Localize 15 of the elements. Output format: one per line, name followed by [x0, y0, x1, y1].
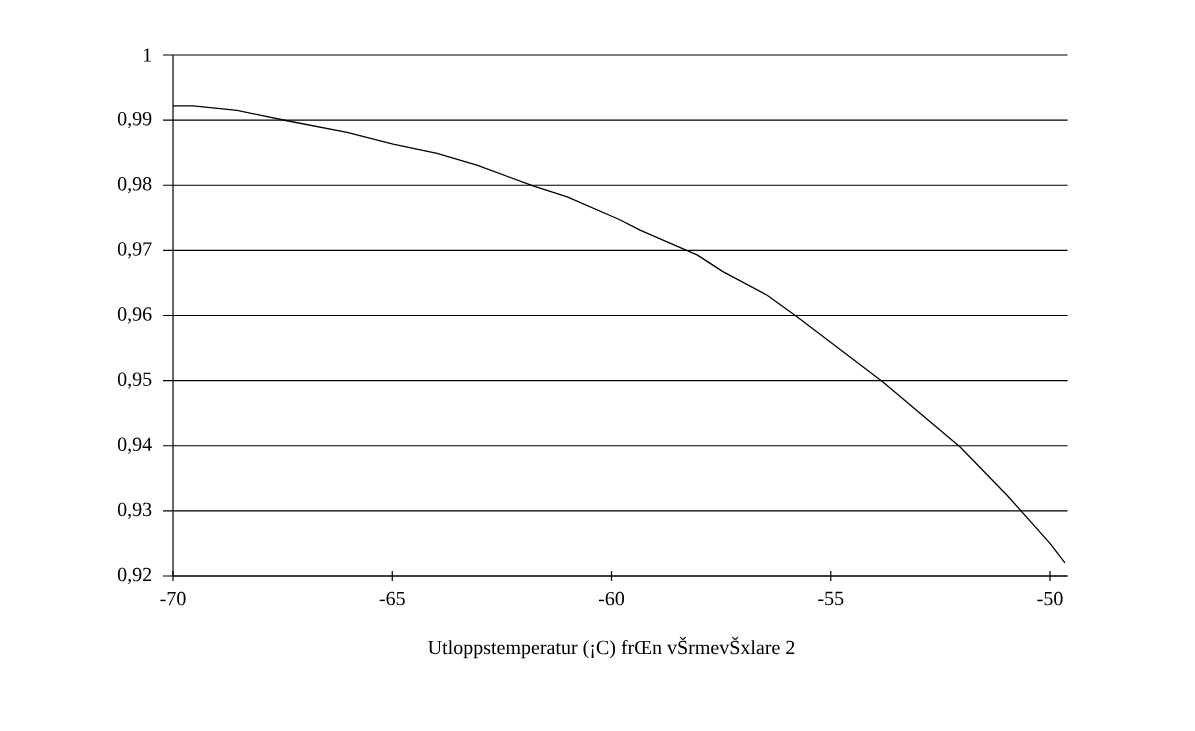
x-tick-label: -60 — [598, 591, 625, 606]
x-axis-title: Utloppstemperatur (¡C) frŒn vŠrmevŠxlare 2 — [428, 636, 795, 659]
y-tick-label: 0,98 — [117, 177, 152, 194]
y-tick-label: 0,96 — [117, 307, 152, 324]
x-tick-label: -55 — [818, 591, 844, 606]
y-tick-label: 1 — [143, 48, 151, 62]
y-tick-label: 0,93 — [117, 502, 152, 520]
x-tick-label: -50 — [1037, 591, 1063, 606]
x-tick-label: -65 — [379, 591, 405, 606]
y-tick-label: 0,94 — [117, 437, 152, 454]
y-tick-label: 0,97 — [117, 242, 152, 259]
y-tick-label: 0,92 — [117, 567, 152, 585]
y-tick-label: 0,99 — [117, 111, 152, 129]
y-tick-label: 0,95 — [117, 372, 152, 389]
x-tick-label: -70 — [160, 591, 186, 606]
